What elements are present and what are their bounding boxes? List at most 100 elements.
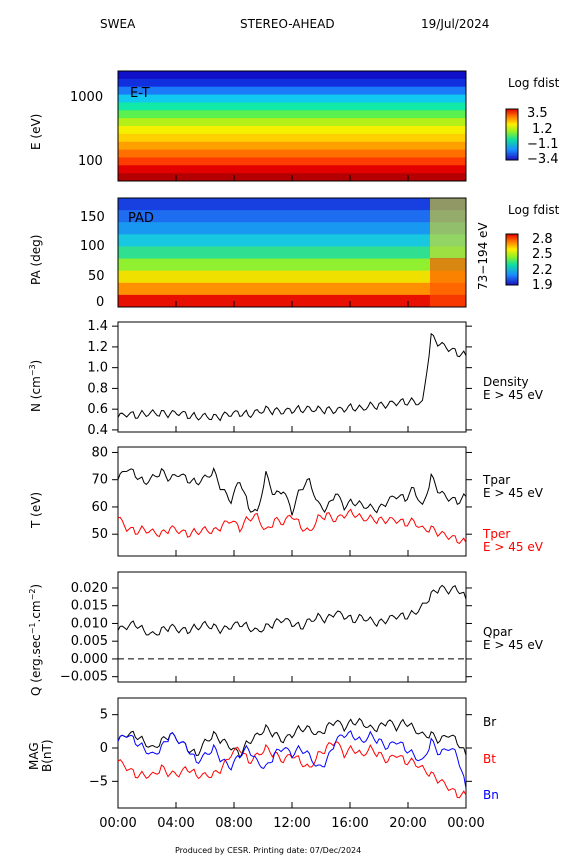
density-ytick-label: 1.2 xyxy=(87,340,108,355)
pad-late-enhancement-low xyxy=(430,258,466,307)
mag-frame xyxy=(117,697,467,809)
panel-et: E-T 1000 100 E (eV) Log fdist 3.5 1.2 −1… xyxy=(29,70,560,182)
et-spectrogram xyxy=(118,71,466,182)
temp-ytick-label: 80 xyxy=(91,445,108,460)
et-band xyxy=(118,126,466,135)
panel-temperature: 80 70 60 50 T (eV) Tpar E > 45 eV Tper E > … xyxy=(29,445,544,557)
density-series-line xyxy=(117,332,467,422)
pad-band xyxy=(118,258,466,272)
panel-density: 1.4 1.2 1.0 0.8 0.6 0.4 N (cm−3) Density E > … xyxy=(28,319,544,438)
time-tick-label: 16:00 xyxy=(331,816,368,831)
footer-credit: Produced by CESR. Printing date: 07/Dec/… xyxy=(175,846,361,855)
pad-ytick-100: 100 xyxy=(80,239,105,254)
et-ylabel: E (eV) xyxy=(29,114,43,150)
pad-band xyxy=(118,282,466,296)
pad-late-enhancement xyxy=(430,198,466,258)
density-ytick-label: 1.0 xyxy=(87,361,108,376)
q-ytick-label: 0.005 xyxy=(71,634,108,649)
panel-pad: PAD 150 100 50 0 PA (deg) 73−194 eV Log … xyxy=(29,197,560,310)
q-ytick-label: 0.020 xyxy=(71,581,108,596)
q-ytick-label: 0.010 xyxy=(71,616,108,631)
tper-series-line xyxy=(117,508,467,545)
mag-ylabel-bottom: B(nT) xyxy=(40,739,54,772)
header-right: 19/Jul/2024 xyxy=(421,17,489,31)
temp-yticks: 80 70 60 50 xyxy=(91,445,472,542)
density-yticks: 1.4 1.2 1.0 0.8 0.6 0.4 xyxy=(87,319,472,438)
time-tick-label: 00:00 xyxy=(447,816,484,831)
pad-ylabel: PA (deg) xyxy=(29,235,43,285)
q-ytick-label: 0.000 xyxy=(71,652,108,667)
et-band xyxy=(118,133,466,143)
pad-cb-tick-3: 2.2 xyxy=(532,263,553,278)
tper-legend-name: Tper xyxy=(482,527,510,541)
temp-ylabel: T (eV) xyxy=(29,492,43,529)
et-band xyxy=(118,110,466,119)
time-tick-label: 00:00 xyxy=(99,816,136,831)
et-band xyxy=(118,157,466,166)
et-band xyxy=(118,94,466,103)
time-tick-label: 08:00 xyxy=(215,816,252,831)
density-ylabel: N (cm−3) xyxy=(28,360,43,412)
pad-panel-label: PAD xyxy=(128,211,154,226)
density-legend-name: Density xyxy=(483,375,529,389)
et-band xyxy=(118,102,466,111)
qpar-series-line xyxy=(117,584,467,636)
qpar-legend-name: Qpar xyxy=(483,625,512,639)
density-ytick-label: 0.6 xyxy=(87,402,108,417)
pad-ytick-50: 50 xyxy=(88,269,105,284)
et-colorbar-title: Log fdist xyxy=(508,76,560,90)
temp-ytick-label: 70 xyxy=(91,473,108,488)
pad-spectrogram xyxy=(118,198,466,308)
et-band xyxy=(118,78,466,88)
header-center: STEREO-AHEAD xyxy=(240,17,335,31)
pad-band xyxy=(118,198,466,211)
pad-band xyxy=(118,234,466,247)
tpar-legend-name: Tpar xyxy=(482,473,510,487)
pad-band xyxy=(118,270,466,284)
density-ytick-label: 1.4 xyxy=(87,319,108,334)
et-band xyxy=(118,141,466,151)
br-legend-name: Br xyxy=(483,715,496,729)
pad-colorbar-title: Log fdist xyxy=(508,203,560,217)
et-colorbar xyxy=(505,108,519,161)
et-cb-tick-3: −1.1 xyxy=(527,137,559,152)
time-tick-label: 04:00 xyxy=(157,816,194,831)
et-band xyxy=(118,165,466,174)
et-band xyxy=(118,71,466,80)
time-axis: 00:00 04:00 08:00 12:00 16:00 20:00 00:00 xyxy=(99,175,485,831)
pad-ytick-150: 150 xyxy=(80,210,105,225)
tper-legend-sub: E > 45 eV xyxy=(483,540,544,554)
br-series-line xyxy=(117,717,467,759)
pad-band xyxy=(118,222,466,235)
pad-band xyxy=(118,210,466,223)
et-ytick-1000: 1000 xyxy=(70,90,103,105)
mag-ytick-label: −5 xyxy=(89,774,108,789)
q-ylabel: Q (erg.sec−1.cm−2) xyxy=(28,584,43,696)
time-tick-label: 12:00 xyxy=(273,816,310,831)
temp-frame xyxy=(117,446,467,557)
et-panel-label: E-T xyxy=(130,86,150,101)
time-tick-label: 20:00 xyxy=(389,816,426,831)
tpar-legend-sub: E > 45 eV xyxy=(483,486,544,500)
tpar-series-line xyxy=(117,467,467,516)
pad-cb-tick-1: 2.8 xyxy=(532,232,553,247)
et-band xyxy=(118,149,466,158)
et-ytick-100: 100 xyxy=(78,154,103,169)
temp-ytick-label: 60 xyxy=(91,500,108,515)
q-ytick-label: −0.005 xyxy=(60,670,108,685)
pad-cb-tick-4: 1.9 xyxy=(532,278,553,293)
pad-colorbar xyxy=(505,233,519,286)
mag-ytick-label: 0 xyxy=(100,741,108,756)
pad-energy-range: 73−194 eV xyxy=(476,222,490,290)
mag-ytick-label: 5 xyxy=(100,708,108,723)
et-band xyxy=(118,86,466,96)
header-left: SWEA xyxy=(100,17,136,31)
pad-cb-tick-2: 2.5 xyxy=(532,247,553,262)
bn-series-line xyxy=(117,730,467,789)
qpar-legend-sub: E > 45 eV xyxy=(483,638,544,652)
mag-yticks: 5 0 −5 xyxy=(89,708,472,789)
pad-ytick-0: 0 xyxy=(96,295,104,310)
et-cb-tick-1: 3.5 xyxy=(527,106,548,121)
temp-ytick-label: 50 xyxy=(91,527,108,542)
